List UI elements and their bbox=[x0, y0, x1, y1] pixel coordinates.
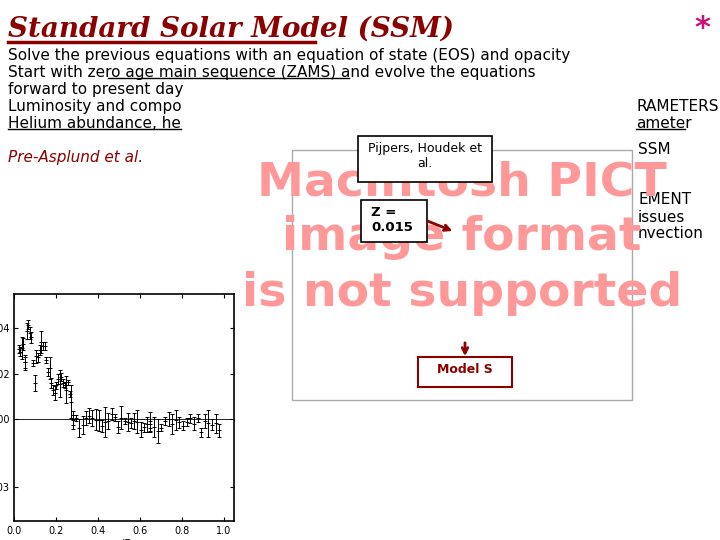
Text: Standard Solar Model (SSM): Standard Solar Model (SSM) bbox=[8, 16, 454, 43]
Text: Start with zero age main sequence (ZAMS) and evolve the equations: Start with zero age main sequence (ZAMS)… bbox=[8, 65, 536, 80]
Text: nvection: nvection bbox=[638, 226, 704, 241]
X-axis label: r/R: r/R bbox=[116, 539, 132, 540]
Text: RAMETERS: RAMETERS bbox=[636, 99, 719, 114]
Text: Z =
0.015: Z = 0.015 bbox=[371, 206, 413, 234]
FancyBboxPatch shape bbox=[358, 136, 492, 182]
Text: forward to present day: forward to present day bbox=[8, 82, 184, 97]
Text: SSM: SSM bbox=[638, 141, 670, 157]
Text: Helium abundance, he: Helium abundance, he bbox=[8, 116, 181, 131]
Text: ameter: ameter bbox=[636, 116, 692, 131]
Text: Model S: Model S bbox=[437, 363, 493, 376]
FancyBboxPatch shape bbox=[361, 200, 427, 242]
Text: *: * bbox=[694, 14, 710, 43]
Text: Pre-Asplund et al.: Pre-Asplund et al. bbox=[8, 150, 143, 165]
FancyBboxPatch shape bbox=[418, 357, 512, 387]
Text: Macintosh PICT
image format
is not supported: Macintosh PICT image format is not suppo… bbox=[242, 160, 682, 316]
Text: Luminosity and compo: Luminosity and compo bbox=[8, 99, 181, 114]
Text: issues: issues bbox=[638, 210, 685, 225]
Text: Pijpers, Houdek et
al.: Pijpers, Houdek et al. bbox=[368, 142, 482, 170]
Text: EMENT: EMENT bbox=[638, 192, 691, 207]
FancyBboxPatch shape bbox=[292, 150, 632, 400]
Text: Solve the previous equations with an equation of state (EOS) and opacity: Solve the previous equations with an equ… bbox=[8, 48, 570, 63]
